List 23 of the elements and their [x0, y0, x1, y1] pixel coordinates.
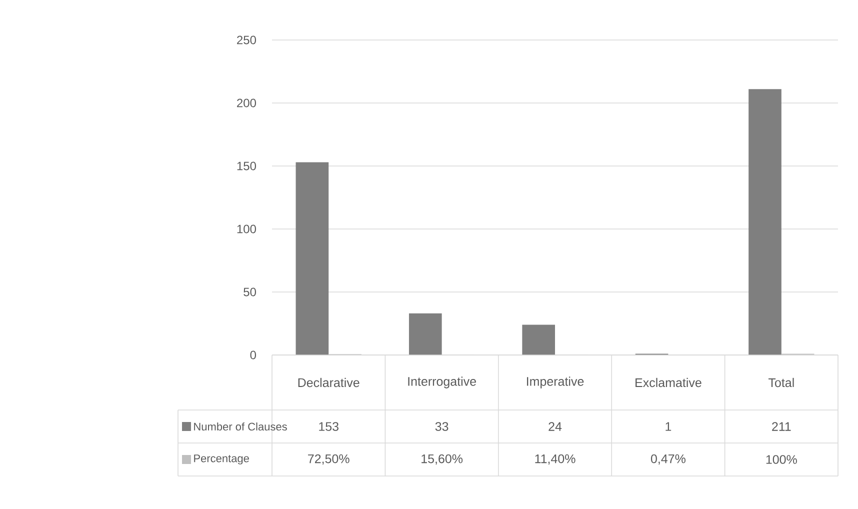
y-tick-label: 250	[237, 36, 256, 44]
y-tick-label: 50	[244, 288, 256, 296]
data-label: 153	[319, 422, 338, 431]
data-label: 11,40%	[535, 454, 576, 465]
data-label: 211	[772, 422, 791, 431]
legend-label: Number of Clauses	[194, 422, 287, 431]
data-label: 100%	[766, 455, 797, 464]
y-tick-label: 200	[237, 98, 256, 108]
x-tick-label: Imperative	[526, 376, 584, 388]
data-label: 72,50%	[308, 454, 350, 465]
y-tick-label: 150	[237, 162, 256, 170]
y-tick-label: 0	[250, 350, 256, 360]
data-label: 33	[435, 422, 448, 431]
data-label: 0,47%	[650, 454, 686, 465]
legend-label: Percentage	[194, 454, 249, 464]
x-tick-label: Declarative	[298, 378, 360, 388]
data-label: 15,60%	[422, 454, 463, 465]
x-tick-label: Interrogative	[408, 376, 476, 388]
data-label: 1	[666, 422, 672, 431]
x-tick-label: Total	[768, 378, 794, 388]
data-label: 24	[548, 422, 562, 431]
x-tick-label: Exclamative	[636, 378, 702, 388]
y-tick-label: 100	[237, 224, 256, 234]
